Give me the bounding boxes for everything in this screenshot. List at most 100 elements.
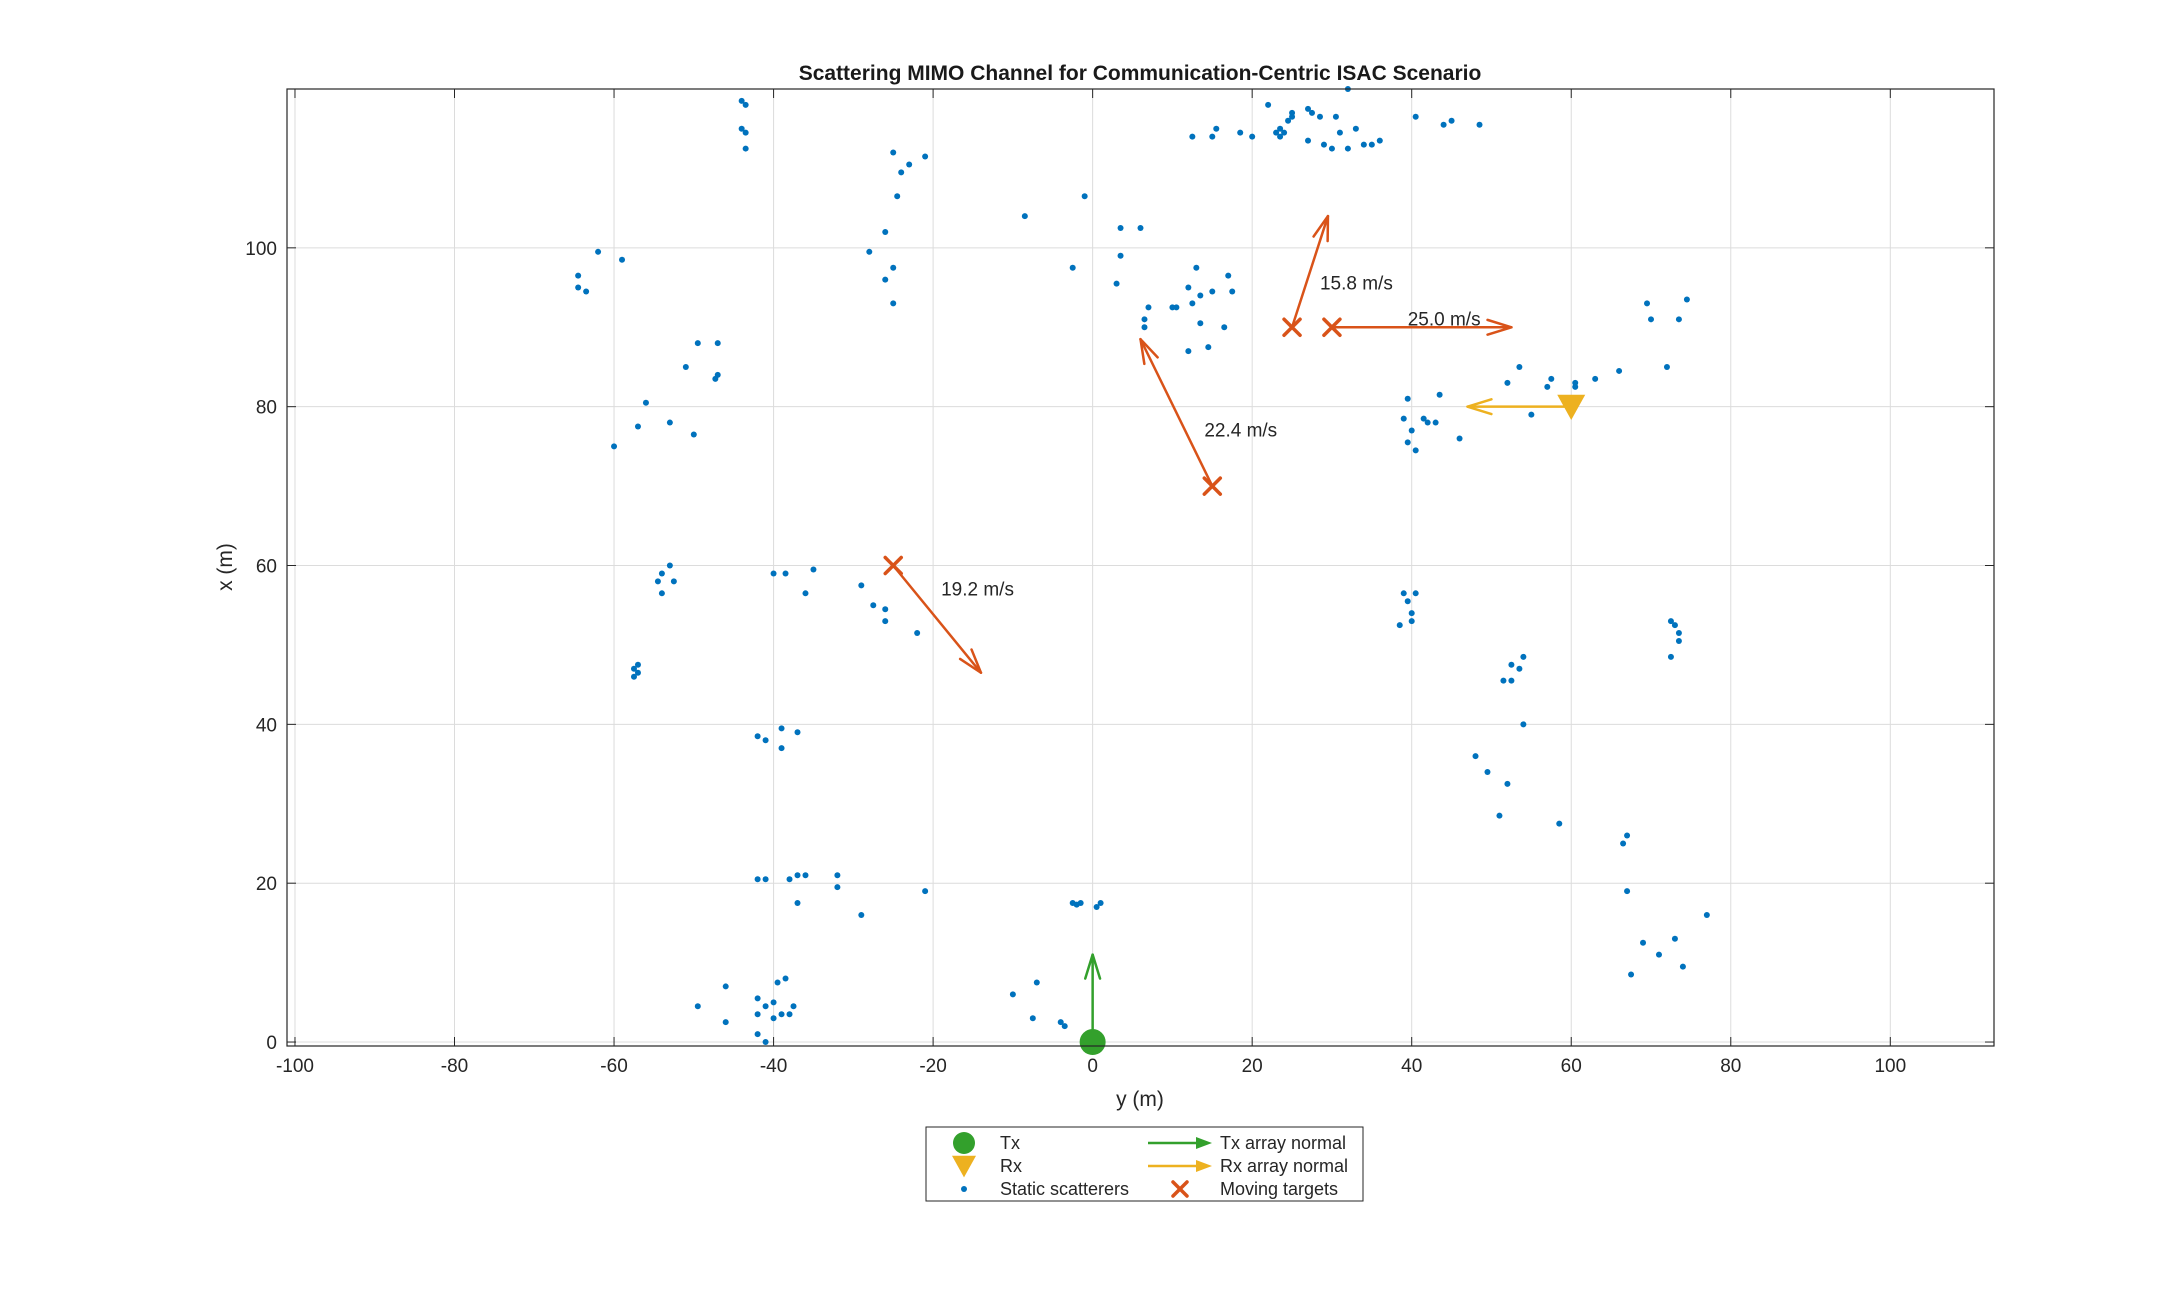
scatter-point [1484, 769, 1491, 776]
scatter-point [794, 900, 801, 907]
scatter-point [1592, 375, 1599, 382]
scatter-point [1508, 661, 1515, 668]
scatter-point [1113, 280, 1120, 287]
scatter-point [834, 872, 841, 879]
scatter-point [894, 193, 901, 200]
arrows: 19.2 m/s 22.4 m/s 15.8 m/s 25.0 m/s [891, 214, 1573, 1044]
scatter-point [754, 733, 761, 740]
velocity-label: 19.2 m/s [941, 579, 1014, 600]
x-tick-label: 100 [1874, 1056, 1906, 1077]
scatter-point [1117, 252, 1124, 259]
scatter-point [714, 340, 721, 347]
scatter-point [1185, 348, 1192, 355]
scatter-point [1504, 379, 1511, 386]
scatter-point [754, 876, 761, 883]
scatter-point [1265, 101, 1272, 108]
scatter-point [1440, 121, 1447, 128]
scatter-point [922, 153, 929, 160]
scatter-point [1424, 419, 1431, 426]
scatter-point [1277, 125, 1284, 132]
rx-marker [1557, 394, 1586, 420]
target-velocity-arrow-head [1312, 214, 1330, 243]
target-velocity-arrow [1290, 214, 1330, 329]
scatter-point [1205, 344, 1212, 351]
scatter-point [694, 1003, 701, 1010]
target-velocity-arrow [891, 564, 983, 674]
legend-label: Static scatterers [1000, 1179, 1129, 1199]
scatter-point [658, 590, 665, 597]
scatter-point [1225, 272, 1232, 279]
legend: Tx Rx Static scatterers Tx array normal Rx a… [925, 1126, 1364, 1202]
scatter-point [1620, 840, 1627, 847]
scatter-point [1508, 677, 1515, 684]
scatter-point [1305, 137, 1312, 144]
scatter-point [1237, 129, 1244, 136]
scatter-point [1197, 292, 1204, 299]
scatter-point [1408, 427, 1415, 434]
scatter-point [654, 578, 661, 585]
scatter-point [738, 125, 745, 132]
scatter-point [882, 618, 889, 625]
scatter-point [1221, 324, 1228, 331]
scatter-point [1408, 618, 1415, 625]
scatter-point [1648, 316, 1655, 323]
scatter-point [762, 876, 769, 883]
scatter-point [762, 737, 769, 744]
y-tick-label: 40 [256, 715, 277, 736]
scatter-point [1189, 133, 1196, 140]
scatter-point [1145, 304, 1152, 311]
scatter-point [575, 284, 582, 291]
scatter-point [762, 1003, 769, 1010]
scatter-point [1197, 320, 1204, 327]
x-tick-label: 0 [1087, 1056, 1098, 1077]
scatter-point [1655, 951, 1662, 958]
scatter-point [754, 1031, 761, 1038]
tx-array-normal-arrow-head [1084, 953, 1102, 980]
scatter-point [630, 673, 637, 680]
scatter-point [1404, 598, 1411, 605]
scatter-point [1273, 129, 1280, 136]
scatter-point [634, 423, 641, 430]
x-axis-label: y (m) [1116, 1088, 1164, 1111]
legend-target-marker [1171, 1180, 1189, 1198]
target-velocity-arrow-head [1486, 318, 1513, 336]
scatter-point [890, 149, 897, 156]
chart-title: Scattering MIMO Channel for Communicatio… [799, 62, 1482, 85]
scatter-point [1336, 129, 1343, 136]
scatter-point [1703, 911, 1710, 918]
scatter-point [722, 1019, 729, 1026]
scatter-point [1320, 141, 1327, 148]
scatter-point [1141, 316, 1148, 323]
moving-target-marker-stroke [883, 555, 903, 576]
velocity-label: 22.4 m/s [1204, 421, 1277, 442]
scatter-point [634, 669, 641, 676]
scatter-point [870, 602, 877, 609]
scatter-point [1436, 391, 1443, 398]
scatter-point [742, 101, 749, 108]
legend-label: Tx [1000, 1133, 1020, 1153]
scatter-point [666, 419, 673, 426]
scatter-point [1556, 820, 1563, 827]
scatter-point [583, 288, 590, 295]
scatter-point [906, 161, 913, 168]
scatter-point [1400, 590, 1407, 597]
scatter-point [682, 363, 689, 370]
scatter-point [890, 264, 897, 271]
scatter-point [770, 1015, 777, 1022]
scatter-point [742, 129, 749, 136]
scatter-point [770, 999, 777, 1006]
scatter-point [1332, 113, 1339, 120]
scatter-point [1663, 363, 1670, 370]
scatter-point [1097, 900, 1104, 907]
scatter-point [1408, 610, 1415, 617]
scatter-point [1675, 637, 1682, 644]
scatter-point [1081, 193, 1088, 200]
scatter-point [1528, 411, 1535, 418]
scatter-point [1396, 622, 1403, 629]
scatter-point [890, 300, 897, 307]
scatter-point [754, 995, 761, 1002]
scatter-point [1249, 133, 1256, 140]
scatter-point [1432, 419, 1439, 426]
scatter-point [1504, 780, 1511, 787]
legend-tx-arrow-head [1196, 1137, 1212, 1149]
